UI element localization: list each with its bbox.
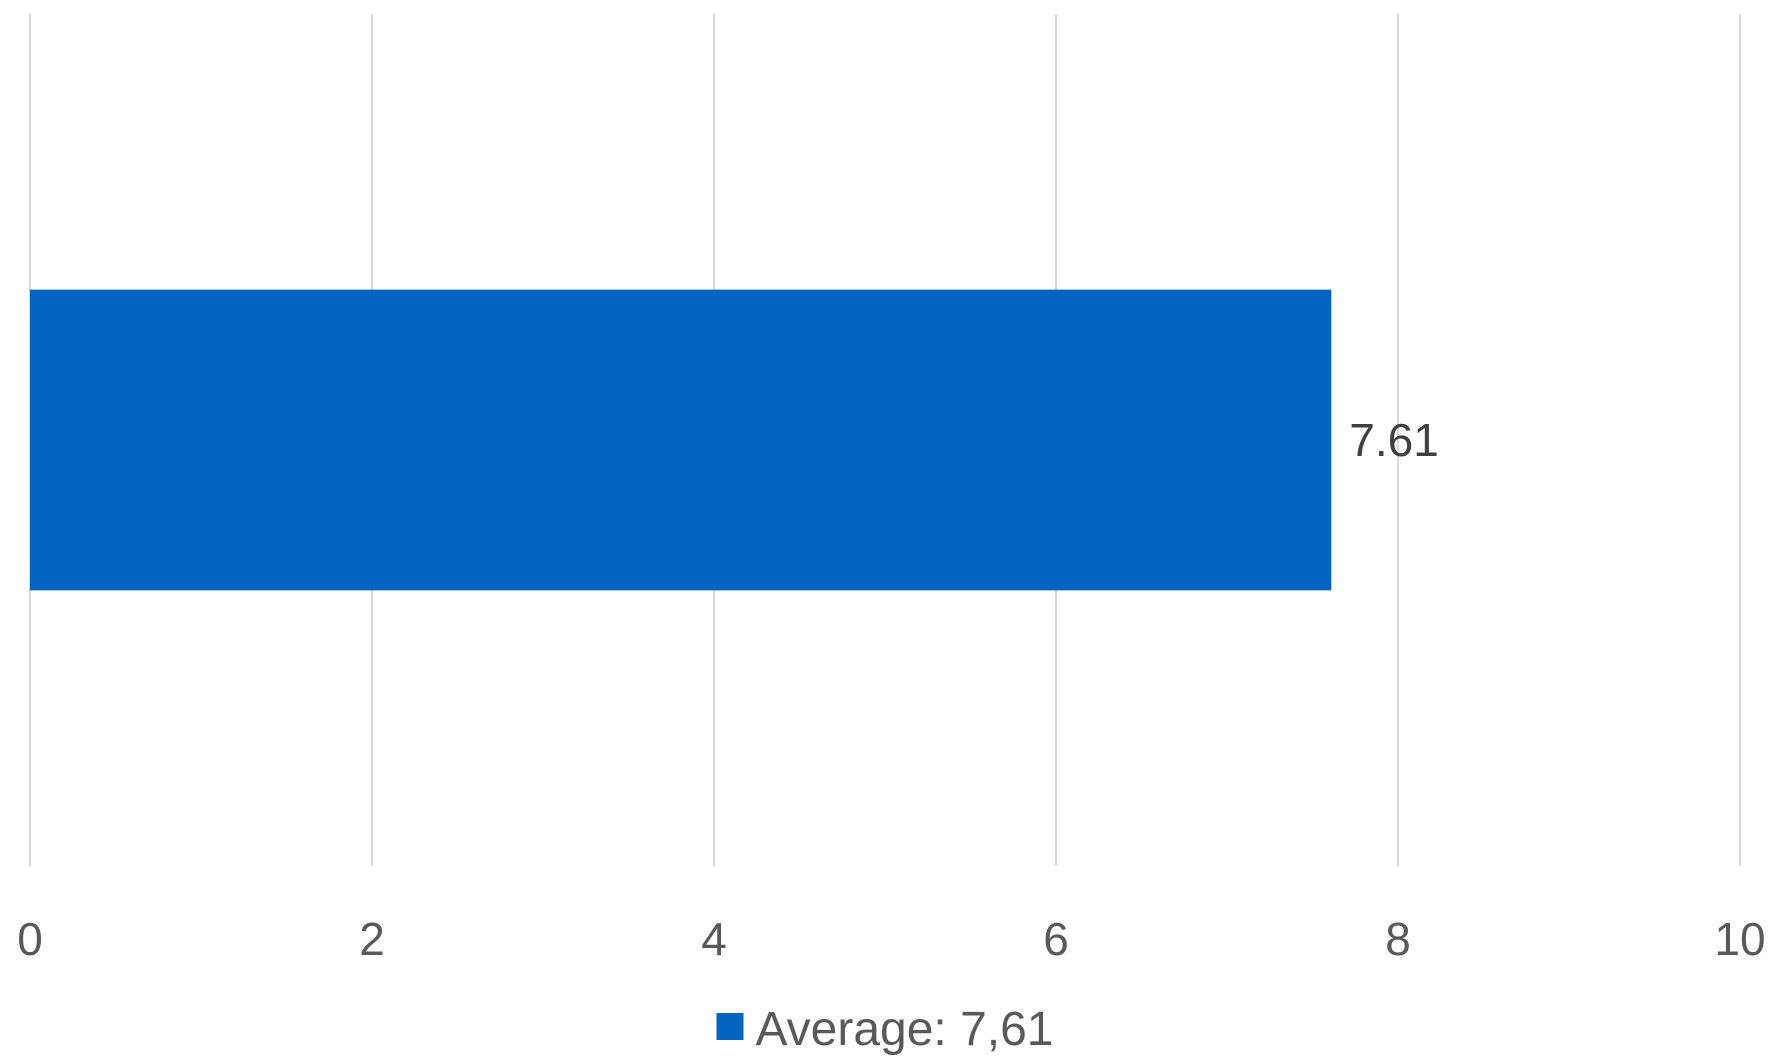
x-tick-label-0: 0 bbox=[17, 913, 43, 965]
x-tick-label-4: 4 bbox=[701, 913, 727, 965]
legend: Average: 7,61 bbox=[716, 1003, 1054, 1056]
x-tick-label-6: 6 bbox=[1043, 913, 1069, 965]
x-axis-tick-labels: 0 2 4 6 8 10 bbox=[17, 913, 1765, 965]
x-tick-label-8: 8 bbox=[1385, 913, 1411, 965]
x-tick-label-10: 10 bbox=[1714, 913, 1765, 965]
bars bbox=[30, 289, 1332, 591]
legend-swatch bbox=[716, 1013, 744, 1040]
data-label-0: 7.61 bbox=[1349, 414, 1439, 466]
bar-0 bbox=[30, 289, 1332, 591]
x-tick-label-2: 2 bbox=[359, 913, 385, 965]
legend-label: Average: 7,61 bbox=[755, 1003, 1053, 1056]
data-labels: 7.61 bbox=[1349, 414, 1439, 466]
